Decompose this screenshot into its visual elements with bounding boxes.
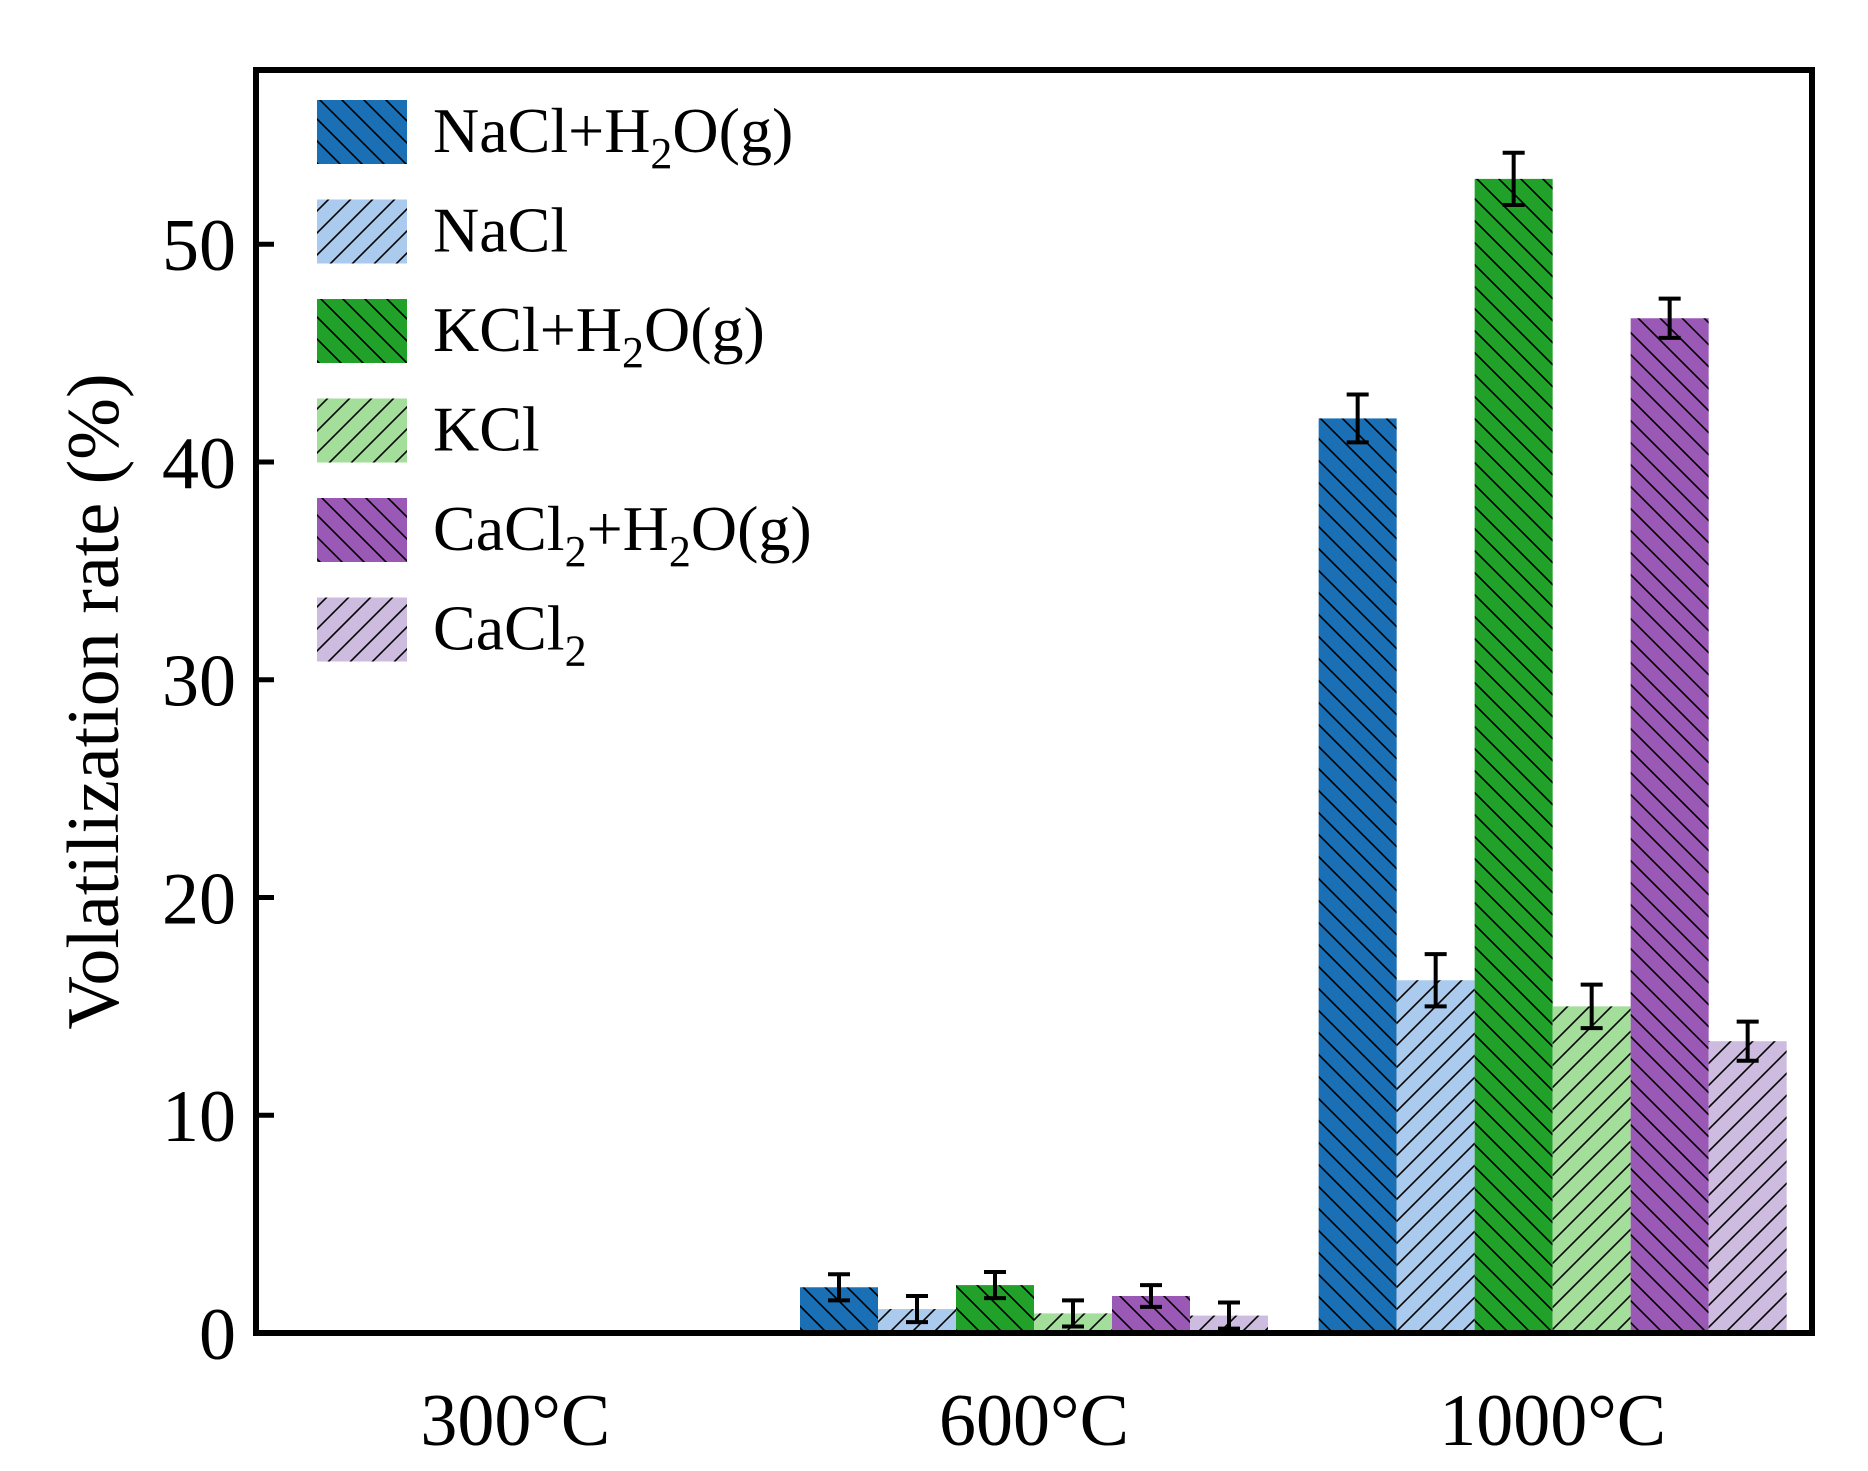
y-tick-label: 0 (199, 1294, 236, 1376)
error-bar-KCl+H2O(g)-1000°C (1502, 150, 1525, 208)
legend-item: CaCl2+H2O(g) (317, 493, 812, 576)
legend-swatch (317, 498, 407, 562)
legend-label: CaCl2 (433, 593, 587, 676)
y-axis-label: Volatilization rate (%) (53, 373, 135, 1029)
legend-label: CaCl2+H2O(g) (433, 493, 812, 576)
bar-NaCl+H2O(g)-1000°C (1318, 418, 1397, 1333)
error-bar-KCl-600°C (1062, 1298, 1084, 1329)
error-bar-CaCl2-600°C (1218, 1300, 1240, 1331)
y-tick-label: 20 (162, 858, 236, 940)
y-axis: 0 10 20 30 40 50 (162, 205, 274, 1376)
error-bar-CaCl2-1000°C (1736, 1019, 1759, 1063)
x-tick-label: 600°C (939, 1380, 1129, 1462)
y-tick-label: 50 (162, 205, 236, 287)
error-bar-KCl-1000°C (1580, 982, 1603, 1031)
legend-label: KCl+H2O(g) (433, 294, 765, 377)
y-tick-label: 10 (162, 1076, 236, 1158)
x-axis: 300°C 600°C 1000°C (420, 1380, 1666, 1462)
error-bar-CaCl2+H2O(g)-1000°C (1658, 296, 1681, 340)
plot-frame (253, 67, 1815, 1336)
error-bar-CaCl2+H2O(g)-600°C (1140, 1283, 1162, 1309)
error-bars-layer (828, 150, 1759, 1331)
x-tick-label: 1000°C (1439, 1380, 1666, 1462)
y-tick-label: 40 (162, 423, 236, 505)
legend-label: NaCl (433, 195, 568, 266)
bar-CaCl2+H2O(g)-1000°C (1630, 318, 1709, 1333)
bars-layer (800, 178, 1787, 1334)
legend-label: KCl (433, 394, 540, 465)
legend-item: CaCl2 (317, 593, 587, 676)
error-bar-NaCl+H2O(g)-1000°C (1346, 392, 1369, 445)
y-tick-label: 30 (162, 641, 236, 723)
error-bar-KCl+H2O(g)-600°C (984, 1270, 1006, 1301)
legend-item: KCl (317, 394, 540, 465)
legend-item: KCl+H2O(g) (317, 294, 765, 377)
legend-item: NaCl+H2O(g) (317, 95, 793, 178)
legend-swatch (317, 398, 407, 463)
error-bar-NaCl+H2O(g)-600°C (828, 1272, 850, 1303)
legend-swatch (317, 299, 407, 363)
error-bar-NaCl-600°C (906, 1293, 928, 1325)
bar-KCl+H2O(g)-1000°C (1474, 178, 1553, 1334)
legend: NaCl+H2O(g) NaCl KCl+H2O(g) KCl CaCl2+H2O(g)… (317, 95, 812, 676)
x-tick-label: 300°C (420, 1380, 610, 1462)
legend-swatch (317, 199, 407, 264)
legend-item: NaCl (317, 195, 568, 266)
legend-swatch (317, 100, 407, 164)
legend-label: NaCl+H2O(g) (433, 95, 793, 178)
bar-KCl-1000°C (1552, 1006, 1631, 1333)
legend-swatch (317, 597, 407, 662)
error-bar-NaCl-1000°C (1424, 952, 1447, 1009)
bar-NaCl-1000°C (1396, 980, 1475, 1333)
bar-CaCl2-1000°C (1708, 1041, 1787, 1333)
